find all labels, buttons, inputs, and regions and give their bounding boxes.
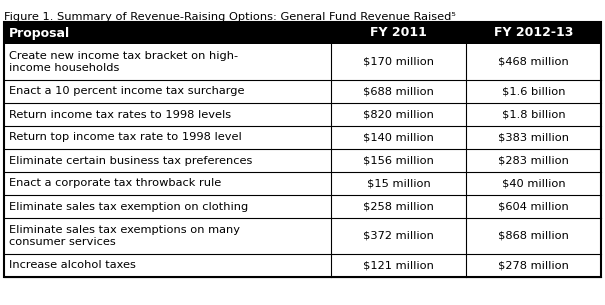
Bar <box>4 22 601 44</box>
Text: $278 million: $278 million <box>498 260 569 271</box>
Text: Figure 1. Summary of Revenue-Raising Options: General Fund Revenue Raised⁵: Figure 1. Summary of Revenue-Raising Opt… <box>4 13 456 23</box>
Text: $283 million: $283 million <box>498 156 569 166</box>
Text: Eliminate certain business tax preferences: Eliminate certain business tax preferenc… <box>9 156 252 166</box>
Text: Enact a 10 percent income tax surcharge: Enact a 10 percent income tax surcharge <box>9 87 244 96</box>
Text: $121 million: $121 million <box>363 260 434 271</box>
Bar <box>4 195 601 218</box>
Text: Enact a corporate tax throwback rule: Enact a corporate tax throwback rule <box>9 178 221 188</box>
Text: $868 million: $868 million <box>498 231 569 241</box>
Text: Increase alcohol taxes: Increase alcohol taxes <box>9 260 136 271</box>
Text: Return top income tax rate to 1998 level: Return top income tax rate to 1998 level <box>9 132 242 142</box>
Text: $820 million: $820 million <box>363 109 434 120</box>
Bar <box>4 254 601 277</box>
Text: $170 million: $170 million <box>363 57 434 67</box>
Bar <box>4 80 601 103</box>
Text: Eliminate sales tax exemptions on many
consumer services: Eliminate sales tax exemptions on many c… <box>9 225 240 247</box>
Text: $140 million: $140 million <box>363 132 434 142</box>
Bar <box>4 172 601 195</box>
Text: $604 million: $604 million <box>498 202 569 211</box>
Text: $15 million: $15 million <box>367 178 431 188</box>
Bar <box>4 218 601 254</box>
Bar <box>4 126 601 149</box>
Text: $156 million: $156 million <box>363 156 434 166</box>
Bar <box>4 44 601 80</box>
Text: Proposal: Proposal <box>9 27 70 40</box>
Text: FY 2012-13: FY 2012-13 <box>494 27 573 40</box>
Text: $372 million: $372 million <box>363 231 434 241</box>
Text: $383 million: $383 million <box>498 132 569 142</box>
Text: Return income tax rates to 1998 levels: Return income tax rates to 1998 levels <box>9 109 231 120</box>
Bar <box>4 22 601 277</box>
Text: $468 million: $468 million <box>498 57 569 67</box>
Text: $40 million: $40 million <box>502 178 565 188</box>
Text: $688 million: $688 million <box>363 87 434 96</box>
Text: $1.6 billion: $1.6 billion <box>502 87 565 96</box>
Bar <box>4 149 601 172</box>
Text: $1.8 billion: $1.8 billion <box>502 109 565 120</box>
Text: Create new income tax bracket on high-
income households: Create new income tax bracket on high- i… <box>9 51 238 73</box>
Text: FY 2011: FY 2011 <box>370 27 427 40</box>
Bar <box>4 103 601 126</box>
Text: Eliminate sales tax exemption on clothing: Eliminate sales tax exemption on clothin… <box>9 202 248 211</box>
Text: $258 million: $258 million <box>363 202 434 211</box>
